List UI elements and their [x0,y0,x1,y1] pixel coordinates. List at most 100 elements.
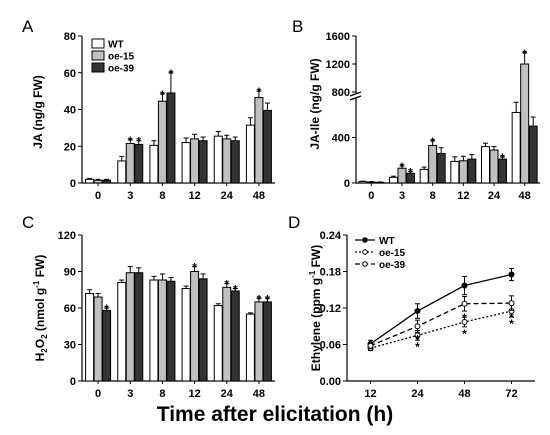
panel-c-y-label-h: H [33,353,47,362]
panel-a-legend-label: WT [108,40,124,51]
panel-a-bar [125,142,135,184]
panel-b-x-tick-label: 24 [488,190,501,202]
panel-c-bar [117,281,127,382]
panel-d-x-tick-label: 48 [458,388,470,400]
panel-c-bar [198,278,208,382]
panel-a-bar [149,144,159,184]
panel-c-x-tick-label: 48 [253,388,265,400]
panel-b-bar [467,158,477,184]
panel-c-y-tick-label: 60 [64,303,76,315]
panel-a-significance-star: * [160,88,165,102]
panel-b-x-tick-label: 12 [457,190,469,202]
panel-c-bar [93,296,103,382]
panel-c-y-tick-label: 90 [64,267,76,279]
panel-c-bar [222,286,232,382]
panel-a-significance-star: * [257,85,262,99]
panel-b-y-tick-label: 400 [332,133,350,145]
panel-c-bar [245,313,255,382]
panel-a-significance-star: * [128,134,133,148]
panel-a-bar [245,124,255,184]
panel-c-y-tick-label: 120 [58,230,76,242]
panel-b-axis-break-mark [349,95,362,101]
panel-b-bar [458,160,468,184]
panel-c-x-tick-label: 0 [95,388,101,400]
panel-d-data-point [367,342,374,349]
panel-c-y-axis-label: H2O2 (nmol g-1 FW) [32,255,49,362]
panel-a-letter: A [22,17,34,36]
panel-c-bar [213,305,223,382]
panel-d-y-tick-label: 0.18 [320,267,341,279]
panel-d-significance-star: * [415,340,420,354]
panel-c-x-tick-label: 24 [221,388,234,400]
panel-a-bar [198,140,208,184]
panel-b-bar [450,160,460,184]
panel-a-significance-star: * [136,135,141,149]
panel-a-y-tick-label: 60 [64,68,76,80]
panel-b-significance-star: * [500,151,505,165]
panel-c-y-label-sup: -1 [32,280,41,288]
panel-a-bar [222,138,232,184]
panel-d-series-line [370,302,512,347]
panel-d-legend-marker [362,261,368,267]
panel-a-bar [85,178,95,184]
panel-d-significance-star: * [415,332,420,346]
panel-d-legend-marker [362,237,368,243]
panel-c-letter: C [22,213,34,232]
panel-c-bar [102,309,112,382]
panel-d-y-tick-label: 0.24 [320,230,342,242]
panel-b-bar [436,152,446,184]
panel-a-y-tick-label: 80 [64,31,76,43]
panel-a-x-tick-label: 24 [221,190,234,202]
panel-c-y-label-sub2: 2 [40,334,49,339]
panel-d-data-point [461,318,468,325]
panel-b-y-tick-label: 1200 [326,59,350,71]
panel-b-letter: B [292,17,303,36]
panel-d-legend-marker [362,249,368,255]
panel-d-x-tick-label: 24 [411,388,424,400]
panel-d-y-tick-label: 0.12 [320,303,341,315]
panel-a-x-tick-label: 3 [127,190,133,202]
panel-d-y-label-sup: -1 [308,270,317,278]
panel-d-y-label-main: Ethylene (ppm g [309,278,323,371]
panel-b-y-tick-label: 0 [344,178,350,190]
panel-d-data-point [508,271,515,278]
panel-c-y-label-o: O [33,339,47,348]
panel-d-legend-label: oe-15 [379,248,406,259]
panel-c-bar [157,279,167,382]
panel-d-data-point [508,300,515,307]
panel-d-data-point [414,332,421,339]
panel-a-legend-swatch [91,62,105,73]
panel-a-bar [117,160,127,184]
panel-b-bar [366,181,376,184]
panel-b-bar [375,181,385,184]
panel-c-significance-star: * [104,302,109,316]
panel-c-y-tick-label: 0 [70,376,76,388]
panel-d-significance-star: * [462,311,467,325]
shared-x-axis-title: Time after elicitation (h) [156,403,394,426]
panel-d-y-label-end: FW) [309,245,323,271]
panel-d-letter: D [288,213,300,232]
panel-a-x-tick-label: 48 [253,190,265,202]
panel-a-legend-label: oe-15 [108,52,135,63]
panel-c-y-label-end: FW) [33,255,47,281]
panel-c-significance-star: * [265,292,270,306]
panel-b-significance-star: * [522,47,527,61]
panel-c-significance-star: * [224,278,229,292]
panel-b-x-tick-label: 48 [519,190,531,202]
panel-a-legend-swatch [91,50,105,61]
panel-d-significance-star: * [509,310,514,324]
panel-b-x-tick-label: 8 [430,190,436,202]
panel-c-x-tick-label: 12 [188,388,200,400]
panel-b-x-tick-label: 3 [399,190,405,202]
panel-a-x-tick-label: 8 [159,190,165,202]
panel-a-significance-star: * [169,67,174,81]
panel-b-significance-star: * [400,160,405,174]
panel-b-bar [428,144,438,184]
panel-d-significance-star: * [509,317,514,331]
panel-a-bar [93,179,103,184]
panel-a-y-axis-label: JA (ng/g FW) [31,75,45,149]
